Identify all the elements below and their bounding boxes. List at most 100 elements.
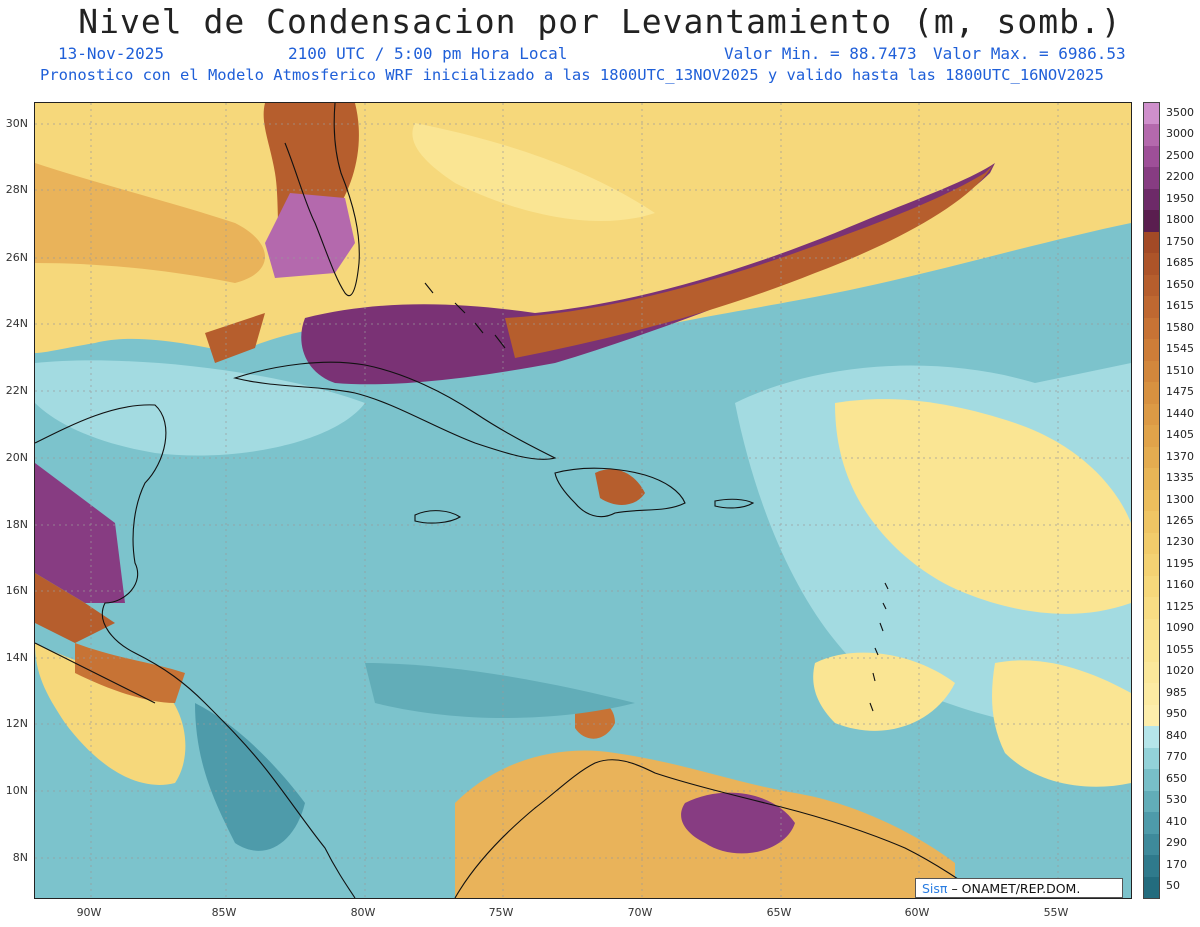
lat-label: 12N <box>5 717 28 730</box>
lon-label: 65W <box>766 906 792 919</box>
colorbar-label: 650 <box>1166 771 1187 785</box>
max-value: Valor Max. = 6986.53 <box>933 44 1126 63</box>
colorbar-segment <box>1144 188 1159 211</box>
credit-text: – ONAMET/REP.DOM. <box>951 881 1081 896</box>
colorbar-label: 3000 <box>1166 127 1194 141</box>
colorbar-segment <box>1144 489 1159 512</box>
colorbar-segment <box>1144 726 1159 749</box>
colorbar-segment <box>1144 704 1159 727</box>
colorbar-segment <box>1144 468 1159 491</box>
colorbar-segment <box>1144 274 1159 297</box>
colorbar-label: 1405 <box>1166 428 1194 442</box>
colorbar-label: 1300 <box>1166 492 1194 506</box>
lon-label: 85W <box>211 906 237 919</box>
colorbar-label: 1125 <box>1166 599 1194 613</box>
colorbar-segment <box>1144 661 1159 684</box>
forecast-date: 13-Nov-2025 <box>58 44 164 63</box>
lat-label: 22N <box>5 384 28 397</box>
lat-label: 24N <box>5 317 28 330</box>
colorbar-label: 770 <box>1166 750 1187 764</box>
colorbar-label: 1510 <box>1166 363 1194 377</box>
colorbar-segment <box>1144 532 1159 555</box>
colorbar-label: 2200 <box>1166 170 1194 184</box>
lat-label: 14N <box>5 651 28 664</box>
colorbar-label: 1370 <box>1166 449 1194 463</box>
colorbar-segment <box>1144 360 1159 383</box>
colorbar-label: 1230 <box>1166 535 1194 549</box>
colorbar-segment <box>1144 167 1159 190</box>
colorbar-label: 840 <box>1166 728 1187 742</box>
map-title: Nivel de Condensacion por Levantamiento … <box>78 2 1122 41</box>
colorbar-label: 950 <box>1166 707 1187 721</box>
colorbar-segment <box>1144 425 1159 448</box>
colorbar-segment <box>1144 317 1159 340</box>
colorbar-segment <box>1144 403 1159 426</box>
colorbar-label: 1800 <box>1166 213 1194 227</box>
colorbar-segment <box>1144 640 1159 663</box>
colorbar-label: 1055 <box>1166 642 1194 656</box>
credit-box: Sisπ – ONAMET/REP.DOM. <box>915 878 1123 898</box>
colorbar-segment <box>1144 618 1159 641</box>
colorbar-label: 1475 <box>1166 385 1194 399</box>
colorbar-segment <box>1144 876 1159 899</box>
colorbar-label: 1950 <box>1166 191 1194 205</box>
colorbar-segment <box>1144 597 1159 620</box>
colorbar-segment <box>1144 855 1159 877</box>
colorbar-label: 1685 <box>1166 256 1194 270</box>
colorbar-segment <box>1144 103 1159 125</box>
lon-label: 80W <box>350 906 376 919</box>
model-info: Pronostico con el Modelo Atmosferico WRF… <box>40 66 1104 84</box>
colorbar-label: 1090 <box>1166 621 1194 635</box>
colorbar-segment <box>1144 382 1159 405</box>
lat-label: 28N <box>5 183 28 196</box>
colorbar-segment <box>1144 554 1159 577</box>
colorbar-segment <box>1144 124 1159 147</box>
colorbar-segment <box>1144 812 1159 835</box>
lon-label: 75W <box>488 906 514 919</box>
lat-label: 16N <box>5 584 28 597</box>
colorbar-label: 1440 <box>1166 406 1194 420</box>
colorbar-label: 290 <box>1166 836 1187 850</box>
colorbar-label: 1265 <box>1166 513 1194 527</box>
lat-label: 10N <box>5 784 28 797</box>
sis-logo: Sisπ <box>922 881 948 896</box>
colorbar-segment <box>1144 296 1159 319</box>
colorbar-label: 2500 <box>1166 148 1194 162</box>
colorbar-label: 3500 <box>1166 105 1194 119</box>
lat-label: 20N <box>5 451 28 464</box>
colorbar-segment <box>1144 210 1159 233</box>
colorbar-label: 530 <box>1166 793 1187 807</box>
weather-map[interactable] <box>34 102 1132 899</box>
colorbar-label: 1195 <box>1166 556 1194 570</box>
lat-label: 8N <box>12 851 28 864</box>
colorbar-segment <box>1144 575 1159 598</box>
colorbar <box>1143 102 1160 899</box>
colorbar-segment <box>1144 747 1159 770</box>
lat-label: 26N <box>5 251 28 264</box>
colorbar-segment <box>1144 511 1159 534</box>
colorbar-segment <box>1144 231 1159 254</box>
colorbar-segment <box>1144 446 1159 469</box>
colorbar-label: 410 <box>1166 814 1187 828</box>
lat-label: 30N <box>5 117 28 130</box>
colorbar-segment <box>1144 833 1159 856</box>
lat-label: 18N <box>5 518 28 531</box>
lon-label: 90W <box>76 906 102 919</box>
colorbar-label: 1545 <box>1166 342 1194 356</box>
colorbar-segment <box>1144 683 1159 706</box>
min-value: Valor Min. = 88.7473 <box>724 44 917 63</box>
forecast-time: 2100 UTC / 5:00 pm Hora Local <box>288 44 568 63</box>
colorbar-label: 50 <box>1166 879 1180 893</box>
map-field <box>35 103 1131 898</box>
lon-label: 55W <box>1043 906 1069 919</box>
colorbar-label: 1650 <box>1166 277 1194 291</box>
colorbar-label: 1615 <box>1166 299 1194 313</box>
lon-label: 60W <box>904 906 930 919</box>
colorbar-label: 1020 <box>1166 664 1194 678</box>
colorbar-label: 1750 <box>1166 234 1194 248</box>
colorbar-segment <box>1144 145 1159 168</box>
colorbar-label: 985 <box>1166 685 1187 699</box>
colorbar-label: 1335 <box>1166 471 1194 484</box>
colorbar-segment <box>1144 339 1159 362</box>
colorbar-segment <box>1144 790 1159 813</box>
